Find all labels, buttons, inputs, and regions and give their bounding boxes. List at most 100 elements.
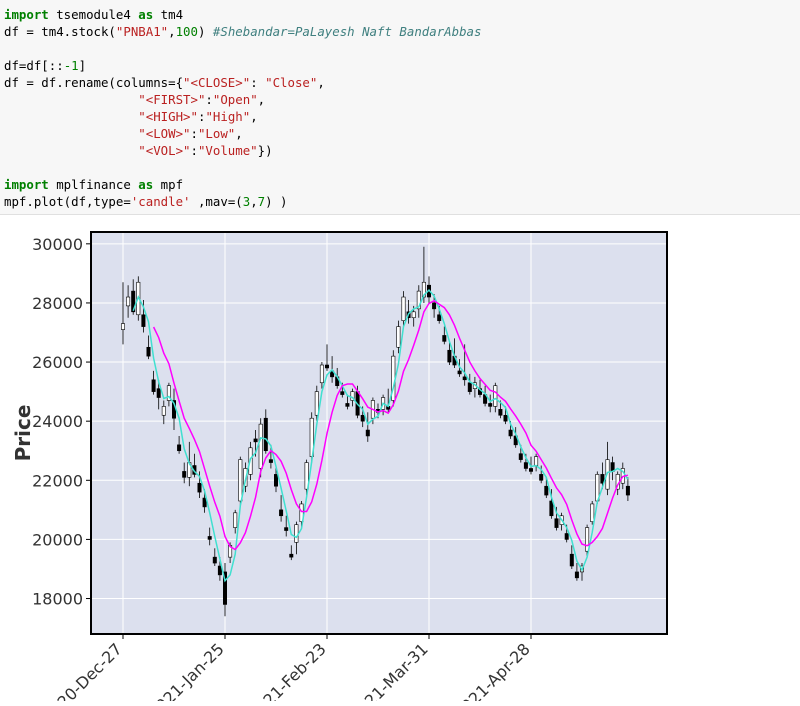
candle-body bbox=[156, 388, 161, 398]
code-token: mpf bbox=[153, 177, 184, 192]
candle-body bbox=[289, 553, 294, 558]
candle-body bbox=[268, 459, 273, 463]
candle-body bbox=[294, 524, 299, 543]
code-token: df = tm4.stock( bbox=[4, 24, 116, 39]
code-token: 3 bbox=[242, 194, 251, 209]
code-token bbox=[4, 92, 138, 107]
candle-body bbox=[258, 423, 263, 469]
candle-body bbox=[177, 444, 182, 452]
candle-body bbox=[350, 391, 355, 401]
code-cell[interactable]: import tsemodule4 as tm4 df = tm4.stock("… bbox=[0, 0, 800, 215]
candle bbox=[289, 545, 294, 561]
candle-body bbox=[549, 500, 554, 517]
code-token: df=df[:: bbox=[4, 58, 64, 73]
y-axis: 18000 20000 22000 24000 26000 28000 30000 bbox=[32, 235, 91, 609]
candle bbox=[401, 291, 406, 327]
candle bbox=[314, 385, 319, 422]
x-tick-label: 2021-Mar-31 bbox=[346, 639, 431, 701]
x-tick-label: 2020-Dec-27 bbox=[39, 639, 126, 701]
candle bbox=[569, 545, 574, 569]
candle bbox=[493, 382, 498, 413]
candle-body bbox=[503, 414, 508, 422]
code-token: "Low" bbox=[197, 126, 236, 141]
candle-body bbox=[585, 527, 590, 552]
candle-body bbox=[151, 379, 156, 392]
candle bbox=[121, 282, 126, 345]
code-line: "<LOW>":"Low", bbox=[4, 125, 800, 142]
y-tick-label: 28000 bbox=[32, 294, 83, 313]
candle-body bbox=[253, 438, 258, 443]
code-line: mpf.plot(df,type='candle' ,mav=(3,7) ) bbox=[4, 193, 800, 210]
candle-body bbox=[345, 403, 350, 407]
candle-body bbox=[324, 364, 329, 369]
code-editor[interactable]: import tsemodule4 as tm4 df = tm4.stock("… bbox=[4, 6, 800, 210]
candle bbox=[223, 563, 228, 617]
y-tick-label: 30000 bbox=[32, 235, 83, 254]
code-line: df = df.rename(columns={"<CLOSE>": "Clos… bbox=[4, 74, 800, 91]
candle-body bbox=[416, 290, 421, 310]
candle-body bbox=[544, 485, 549, 496]
code-line: "<HIGH>":"High", bbox=[4, 108, 800, 125]
candle-body bbox=[437, 314, 442, 321]
code-line bbox=[4, 159, 800, 176]
code-token: "<VOL>" bbox=[138, 143, 191, 158]
candle bbox=[319, 362, 324, 389]
candle bbox=[166, 382, 171, 407]
code-token bbox=[4, 143, 138, 158]
candle bbox=[182, 462, 187, 484]
candle-body bbox=[625, 485, 630, 496]
candle-body bbox=[488, 403, 493, 407]
candle-body bbox=[304, 462, 309, 490]
candle bbox=[156, 379, 161, 410]
candle bbox=[600, 462, 605, 490]
candle-body bbox=[212, 556, 217, 564]
code-token: , bbox=[250, 194, 258, 209]
candle-body bbox=[207, 536, 212, 540]
code-token: as bbox=[138, 177, 154, 192]
candle bbox=[238, 456, 243, 507]
candle-body bbox=[498, 409, 503, 416]
candle-body bbox=[238, 459, 243, 502]
candle bbox=[258, 418, 263, 478]
candle-body bbox=[564, 533, 569, 540]
code-token bbox=[4, 126, 138, 141]
code-token: "Open" bbox=[212, 92, 258, 107]
candle-body bbox=[365, 429, 370, 437]
code-token: : bbox=[250, 75, 266, 90]
candle bbox=[467, 373, 472, 395]
candle bbox=[585, 524, 590, 558]
code-token: 'candle' bbox=[130, 194, 191, 209]
candle bbox=[590, 500, 595, 525]
candle-body bbox=[467, 382, 472, 392]
candle bbox=[299, 500, 304, 528]
candle-body bbox=[442, 335, 447, 342]
code-token: : bbox=[190, 143, 198, 158]
code-token: "<HIGH>" bbox=[138, 109, 198, 124]
candle bbox=[625, 477, 630, 501]
y-tick-label: 26000 bbox=[32, 353, 83, 372]
mav-3-line bbox=[132, 289, 629, 583]
code-token: , bbox=[250, 109, 258, 124]
candle-body bbox=[554, 518, 559, 528]
candle-body bbox=[569, 553, 574, 567]
code-token: import bbox=[4, 7, 49, 22]
candle bbox=[151, 370, 156, 395]
candle-body bbox=[126, 296, 131, 307]
candle bbox=[161, 400, 166, 425]
candle bbox=[345, 394, 350, 410]
x-tick-label: 2021-Jan-25 bbox=[145, 639, 228, 701]
code-token: , bbox=[257, 92, 266, 107]
candle bbox=[146, 335, 151, 360]
code-line: "<VOL>":"Volume"}) bbox=[4, 142, 800, 159]
y-tick-label: 22000 bbox=[32, 471, 83, 490]
code-token: tsemodule4 bbox=[48, 7, 139, 22]
candle-body bbox=[539, 474, 544, 481]
code-token: "Volume" bbox=[197, 143, 258, 158]
candle-body bbox=[447, 349, 452, 363]
candle bbox=[233, 509, 238, 534]
code-token: "PNBA1" bbox=[115, 24, 169, 39]
candle-body bbox=[518, 453, 523, 460]
code-token: ) ) bbox=[265, 194, 288, 209]
x-tick-label: 2021-Feb-23 bbox=[245, 639, 330, 701]
candle-body bbox=[340, 391, 345, 395]
